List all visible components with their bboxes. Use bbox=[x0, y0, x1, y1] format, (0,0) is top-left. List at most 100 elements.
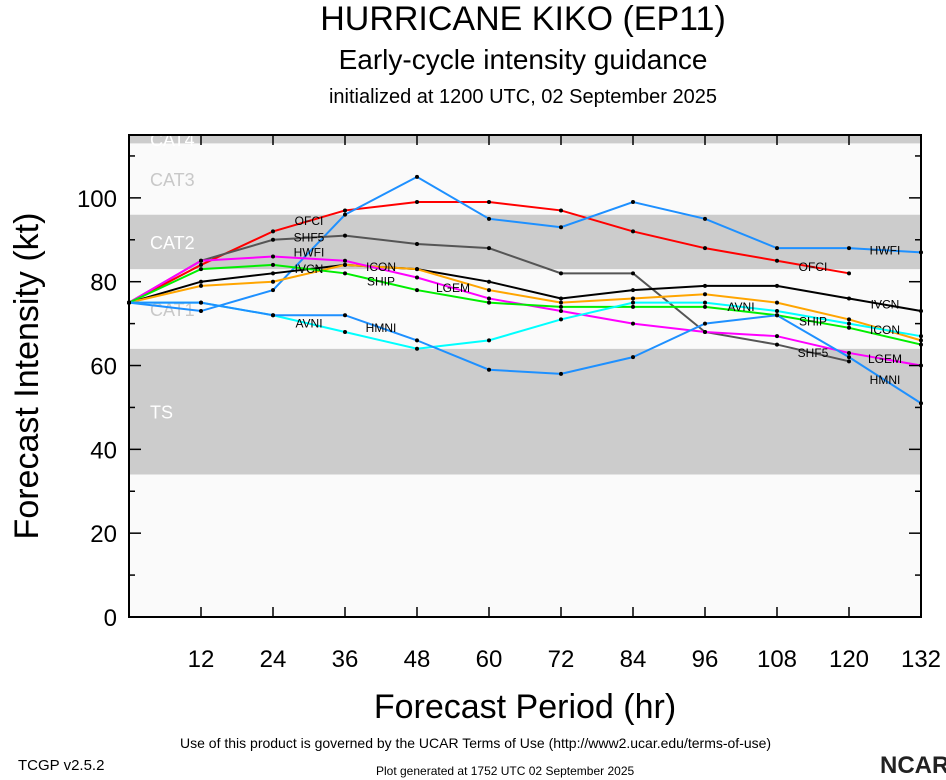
data-point bbox=[271, 254, 275, 259]
terms-of-use: Use of this product is governed by the U… bbox=[180, 735, 772, 751]
chart-subtitle: Early-cycle intensity guidance bbox=[338, 44, 708, 75]
data-point bbox=[271, 229, 275, 234]
y-tick-label: 60 bbox=[90, 354, 117, 381]
series-label: SHIP bbox=[799, 315, 827, 329]
series-label: HMNI bbox=[366, 321, 397, 335]
data-point bbox=[199, 279, 203, 284]
series-label: HWFI bbox=[294, 245, 325, 259]
series-line-ivcn bbox=[128, 263, 922, 313]
data-point bbox=[703, 329, 707, 334]
data-point bbox=[847, 296, 851, 301]
data-point bbox=[487, 246, 491, 251]
band-label: CAT1 bbox=[150, 300, 195, 320]
plot-frame bbox=[128, 134, 922, 618]
data-point bbox=[847, 355, 851, 360]
x-tick-label: 12 bbox=[188, 646, 215, 673]
series-label: OFCI bbox=[295, 214, 324, 228]
data-point bbox=[559, 296, 563, 301]
data-point bbox=[343, 271, 347, 276]
data-point bbox=[487, 200, 491, 205]
data-point bbox=[199, 283, 203, 288]
y-tick-label: 0 bbox=[104, 605, 117, 632]
data-point bbox=[847, 325, 851, 330]
data-point bbox=[631, 304, 635, 309]
band-cat3 bbox=[129, 143, 921, 215]
data-point bbox=[847, 246, 851, 251]
data-point bbox=[415, 200, 419, 205]
data-point bbox=[703, 292, 707, 297]
data-point bbox=[343, 313, 347, 318]
band-ts bbox=[129, 348, 921, 475]
series-label: LGEM bbox=[436, 281, 470, 295]
data-point bbox=[415, 275, 419, 280]
y-tick-label: 40 bbox=[90, 437, 117, 464]
data-point bbox=[487, 279, 491, 284]
series-label: AVNI bbox=[295, 317, 322, 331]
data-point bbox=[559, 208, 563, 213]
data-point bbox=[703, 300, 707, 305]
x-tick-label: 36 bbox=[332, 646, 359, 673]
data-point bbox=[559, 317, 563, 322]
series-line-hwfi bbox=[128, 175, 922, 313]
y-tick-label: 80 bbox=[90, 270, 117, 297]
data-point bbox=[415, 346, 419, 351]
data-point bbox=[343, 233, 347, 238]
band-label: TS bbox=[150, 403, 173, 423]
data-point bbox=[703, 283, 707, 288]
y-tick-label: 100 bbox=[77, 186, 117, 213]
data-point bbox=[343, 262, 347, 267]
series-label: SHF5 bbox=[294, 231, 325, 245]
data-point bbox=[559, 309, 563, 314]
data-point bbox=[199, 267, 203, 272]
version: TCGP v2.5.2 bbox=[18, 757, 105, 774]
series-label: OFCI bbox=[799, 260, 828, 274]
data-point bbox=[343, 258, 347, 263]
data-point bbox=[775, 283, 779, 288]
data-point bbox=[487, 288, 491, 293]
data-point bbox=[199, 300, 203, 305]
data-point bbox=[415, 338, 419, 343]
x-tick-label: 84 bbox=[620, 646, 647, 673]
x-tick-label: 60 bbox=[476, 646, 503, 673]
data-point bbox=[559, 225, 563, 230]
data-point bbox=[487, 300, 491, 305]
data-point bbox=[631, 296, 635, 301]
ncar-logo: NCAR bbox=[880, 752, 946, 779]
data-point bbox=[559, 271, 563, 276]
data-point bbox=[775, 300, 779, 305]
series-label: SHIP bbox=[367, 275, 395, 289]
band-cat4 bbox=[129, 135, 921, 144]
data-point bbox=[199, 262, 203, 267]
data-point bbox=[271, 313, 275, 318]
data-point bbox=[775, 313, 779, 318]
y-axis-label: Forecast Intensity (kt) bbox=[8, 213, 46, 540]
data-point bbox=[847, 350, 851, 355]
data-point bbox=[487, 367, 491, 372]
data-point bbox=[415, 241, 419, 246]
data-point bbox=[847, 317, 851, 322]
x-axis-label: Forecast Period (hr) bbox=[374, 688, 676, 726]
data-point bbox=[271, 237, 275, 242]
data-point bbox=[631, 271, 635, 276]
data-point bbox=[415, 174, 419, 179]
band-label: CAT3 bbox=[150, 170, 195, 190]
x-tick-label: 48 bbox=[404, 646, 431, 673]
band-label: CAT4 bbox=[150, 130, 195, 150]
data-point bbox=[343, 212, 347, 217]
data-point bbox=[631, 200, 635, 205]
data-point bbox=[343, 208, 347, 213]
data-point bbox=[271, 262, 275, 267]
data-point bbox=[703, 216, 707, 221]
data-point bbox=[775, 258, 779, 263]
data-point bbox=[271, 288, 275, 293]
data-point bbox=[775, 334, 779, 339]
series-line-ship bbox=[128, 263, 922, 346]
data-point bbox=[487, 296, 491, 301]
data-point bbox=[559, 371, 563, 376]
data-point bbox=[559, 304, 563, 309]
series-label: IVCN bbox=[295, 262, 324, 276]
data-point bbox=[703, 321, 707, 326]
series-label: LGEM bbox=[868, 352, 902, 366]
